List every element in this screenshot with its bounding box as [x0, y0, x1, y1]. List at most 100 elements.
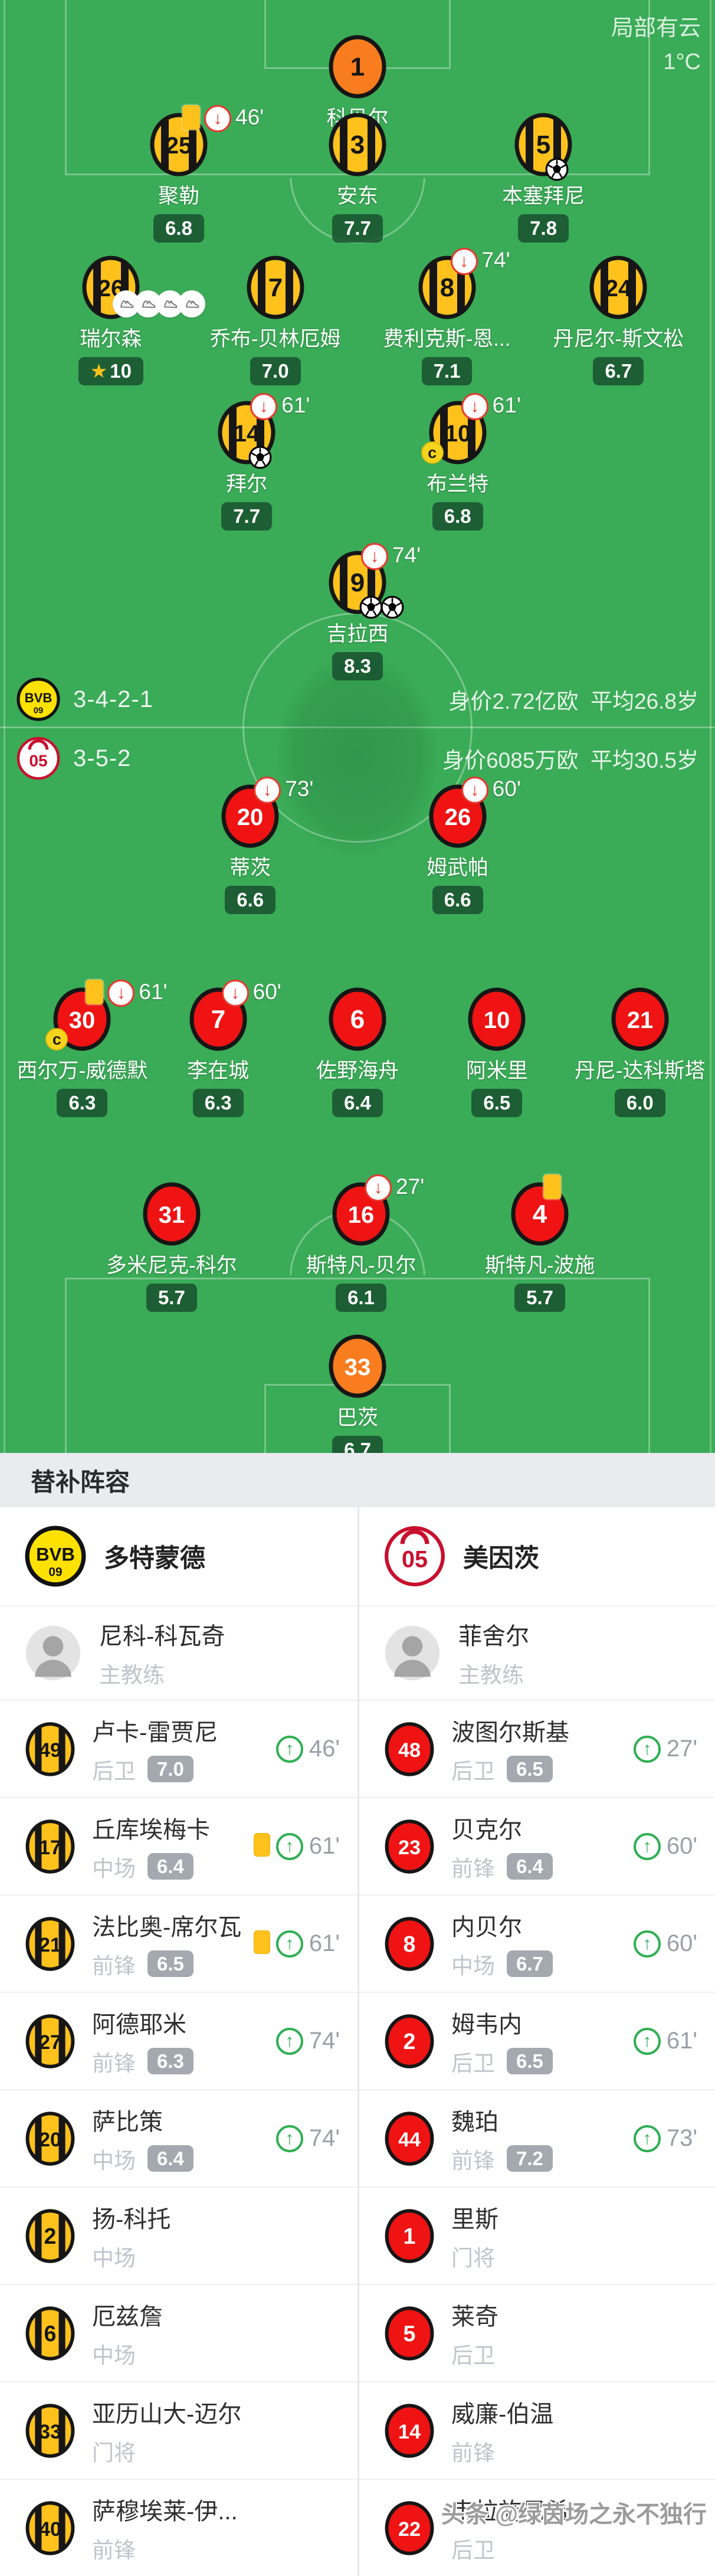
bench-player-position: 中场	[92, 2343, 136, 2368]
pitch-player-4[interactable]: 4 斯特凡-波施 5.7	[440, 1174, 640, 1312]
svg-text:BVB: BVB	[25, 690, 53, 705]
home-team-badge-icon: BVB 09	[25, 1526, 86, 1587]
player-name: 丹尼-达科斯塔	[574, 1059, 706, 1082]
pitch-player-10[interactable]: 10 阿米里 6.5	[396, 987, 597, 1117]
pitch-player-26[interactable]: 26 瑞尔森 ★ 10	[11, 255, 211, 385]
player-name: 李在城	[187, 1059, 250, 1082]
pitch-player-33[interactable]: 33 巴茨 6.7	[257, 1334, 458, 1453]
bench-player-position: 后卫	[451, 2051, 495, 2076]
bench-player-row-2[interactable]: 2 姆韦内 后卫 6.5 ↑ 61'	[359, 1992, 715, 2089]
pitch-player-30[interactable]: 30 ↓ 61' c 西尔万-威德默 6.3	[0, 980, 182, 1117]
svg-text:14: 14	[234, 421, 260, 447]
bench-player-row-17[interactable]: 17 丘库埃梅卡 中场 6.4 ↑ 61'	[0, 1797, 358, 1894]
pitch-player-25[interactable]: 25 ↓ 46' 聚勒 6.8	[78, 105, 279, 243]
bench-player-row-44[interactable]: 44 魏珀 前锋 7.2 ↑ 73'	[359, 2089, 715, 2187]
weather-info: 局部有云 1°C	[611, 12, 701, 79]
player-rating: 7.8	[518, 214, 569, 243]
bench-player-row-2[interactable]: 2 扬-科托 中场	[0, 2187, 358, 2284]
bench-player-position: 中场	[451, 1953, 495, 1978]
pitch-player-6[interactable]: 6 佐野海舟 6.4	[257, 987, 458, 1117]
bench-player-name: 丘库埃梅卡	[92, 1816, 210, 1843]
bench-player-rating: 6.7	[507, 1950, 553, 1978]
bench-player-events: ↑ 61'	[253, 1930, 340, 1958]
player-jersey-icon: 22	[385, 2500, 434, 2555]
bench-player-name: 莱奇	[451, 2303, 498, 2330]
svg-text:8: 8	[440, 273, 454, 302]
bench-player-row-21[interactable]: 21 法比奥-席尔瓦 前锋 6.5 ↑ 61'	[0, 1894, 358, 1992]
pitch-player-10[interactable]: 10 ↓ 61' c 布兰特 6.8	[358, 393, 558, 531]
bench-player-position: 前锋	[92, 1953, 136, 1978]
svg-text:1: 1	[350, 53, 365, 81]
pitch-player-3[interactable]: 3 安东 7.7	[257, 112, 458, 243]
sub-on-minute: 61'	[666, 2027, 697, 2054]
pitch-player-9[interactable]: 9 ↓ 74' 吉拉西 8.3	[257, 543, 458, 680]
bench-player-row-49[interactable]: 49 卢卡-雷贾尼 后卫 7.0 ↑ 46'	[0, 1700, 358, 1797]
player-rating: 6.4	[332, 1089, 383, 1117]
bench-player-position: 中场	[92, 2246, 136, 2270]
player-name: 瑞尔森	[80, 328, 142, 351]
bench-player-row-8[interactable]: 8 内贝尔 中场 6.7 ↑ 60'	[359, 1894, 715, 1992]
player-name: 姆武帕	[427, 856, 489, 879]
bench-player-row-5[interactable]: 5 莱奇 后卫	[359, 2284, 715, 2381]
away-formation: 3-5-2	[73, 745, 132, 771]
bench-player-rating: 7.0	[147, 1755, 193, 1783]
svg-text:5: 5	[536, 130, 550, 159]
player-jersey-icon: 30	[53, 987, 111, 1051]
bench-player-events: ↑ 27'	[633, 1735, 697, 1763]
sub-off-icon: ↓	[204, 105, 231, 132]
player-jersey-icon: 3	[329, 113, 386, 176]
home-formation-row: BVB 09 3-4-2-1 身价2.72亿欧 平均26.8岁	[0, 675, 715, 724]
assist-boot-icon	[142, 300, 156, 308]
bench-player-rating: 6.4	[147, 1852, 193, 1880]
bench-player-name: 波图尔斯基	[451, 1719, 569, 1746]
player-name: 多米尼克-科尔	[106, 1254, 237, 1277]
bench-player-rating: 6.4	[507, 1852, 553, 1880]
player-jersey-icon: 14	[385, 2403, 434, 2458]
player-rating: 6.8	[153, 214, 204, 243]
svg-text:2: 2	[404, 2028, 416, 2053]
away-coach-avatar	[384, 1625, 441, 1681]
pitch-player-26[interactable]: 26 ↓ 60' 姆武帕 6.6	[358, 777, 558, 914]
svg-text:21: 21	[627, 1007, 653, 1033]
away-coach-name: 菲舍尔	[458, 1623, 529, 1649]
home-coach-row[interactable]: 尼科-科瓦奇 主教练	[0, 1605, 358, 1700]
pitch-player-7[interactable]: 7 ↓ 60' 李在城 6.3	[118, 980, 319, 1117]
bench-player-name: 亚历山大-迈尔	[92, 2401, 242, 2427]
bench-player-row-23[interactable]: 23 贝克尔 前锋 6.4 ↑ 60'	[359, 1797, 715, 1894]
assist-boot-icon	[120, 300, 134, 308]
bench-player-row-48[interactable]: 48 波图尔斯基 后卫 6.5 ↑ 27'	[359, 1700, 715, 1797]
pitch-player-21[interactable]: 21 丹尼-达科斯塔 6.0	[540, 987, 715, 1117]
pitch-player-7[interactable]: 7 乔布-贝林厄姆 7.0	[175, 255, 376, 385]
pitch-player-16[interactable]: 16 ↓ 27' 斯特凡-贝尔 6.1	[261, 1174, 461, 1312]
svg-text:8: 8	[404, 1931, 416, 1956]
player-jersey-icon: 40	[25, 2500, 75, 2555]
bench-player-row-6[interactable]: 6 厄兹詹 中场	[0, 2284, 358, 2381]
svg-text:21: 21	[39, 1933, 61, 1956]
pitch-player-8[interactable]: 8 ↓ 74' 费利克斯-恩... 7.1	[347, 248, 547, 385]
home-team-row[interactable]: BVB 09 多特蒙德	[0, 1507, 358, 1605]
assist-boot-icon	[163, 300, 178, 308]
bench-player-row-40[interactable]: 40 萨穆埃莱-伊... 前锋	[0, 2479, 358, 2576]
player-name: 阿米里	[465, 1059, 528, 1082]
away-coach-row[interactable]: 菲舍尔 主教练	[359, 1605, 715, 1700]
pitch-player-24[interactable]: 24 丹尼尔-斯文松 6.7	[518, 255, 715, 385]
pitch-player-14[interactable]: 14 ↓ 61' 拜尔 7.7	[146, 393, 347, 531]
player-jersey-icon: 8	[385, 1916, 434, 1971]
bench-player-row-1[interactable]: 1 里斯 门将	[359, 2187, 715, 2284]
bench-section-header: 替补阵容	[0, 1453, 715, 1507]
svg-text:30: 30	[69, 1007, 96, 1033]
player-rating: 6.5	[471, 1089, 523, 1117]
pitch-player-31[interactable]: 31 多米尼克-科尔 5.7	[71, 1181, 272, 1312]
player-events-top: ↓ 74'	[361, 543, 421, 570]
bench-player-row-33[interactable]: 33 亚历山大-迈尔 门将	[0, 2381, 358, 2479]
player-rating: 6.0	[614, 1089, 665, 1117]
bench-player-row-27[interactable]: 27 阿德耶米 前锋 6.3 ↑ 74'	[0, 1992, 358, 2089]
bench-player-row-14[interactable]: 14 威廉-伯温 前锋	[359, 2381, 715, 2479]
pitch-player-20[interactable]: 20 ↓ 73' 蒂茨 6.6	[150, 777, 350, 914]
player-name: 西尔万-威德默	[17, 1059, 148, 1082]
bench-player-events: ↑ 60'	[633, 1832, 697, 1860]
pitch-player-5[interactable]: 5 本塞拜尼 7.8	[443, 112, 644, 243]
bench-player-row-20[interactable]: 20 萨比策 中场 6.4 ↑ 74'	[0, 2089, 358, 2187]
away-team-row[interactable]: 05 美因茨	[359, 1507, 715, 1605]
player-rating: 7.0	[250, 357, 301, 385]
